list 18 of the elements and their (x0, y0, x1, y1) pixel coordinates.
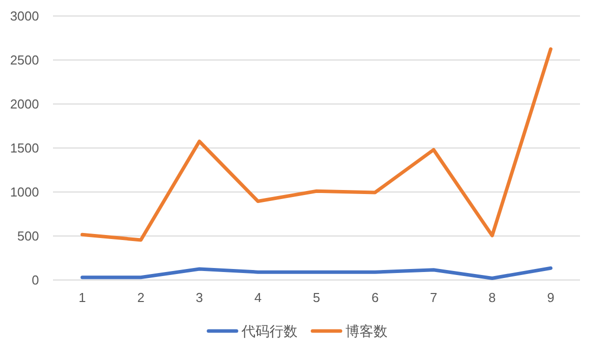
x-tick-label: 8 (488, 290, 496, 305)
x-tick-label: 7 (430, 290, 438, 305)
y-tick-label: 1500 (10, 140, 39, 156)
y-tick-label: 3000 (10, 8, 39, 24)
x-tick-label: 5 (312, 290, 320, 305)
x-tick-label: 3 (196, 290, 204, 305)
x-tick-label: 9 (547, 290, 554, 305)
y-tick-label: 500 (17, 228, 39, 244)
y-tick-label: 1000 (10, 184, 39, 200)
y-tick-label: 2500 (10, 52, 39, 68)
y-tick-label: 0 (32, 272, 39, 288)
x-tick-label: 2 (137, 290, 144, 305)
legend-label: 博客数 (346, 323, 388, 339)
x-tick-label: 4 (254, 290, 262, 305)
legend-label: 代码行数 (240, 323, 298, 339)
x-tick-label: 1 (78, 290, 86, 305)
y-tick-label: 2000 (10, 96, 39, 112)
x-tick-label: 6 (371, 290, 379, 305)
